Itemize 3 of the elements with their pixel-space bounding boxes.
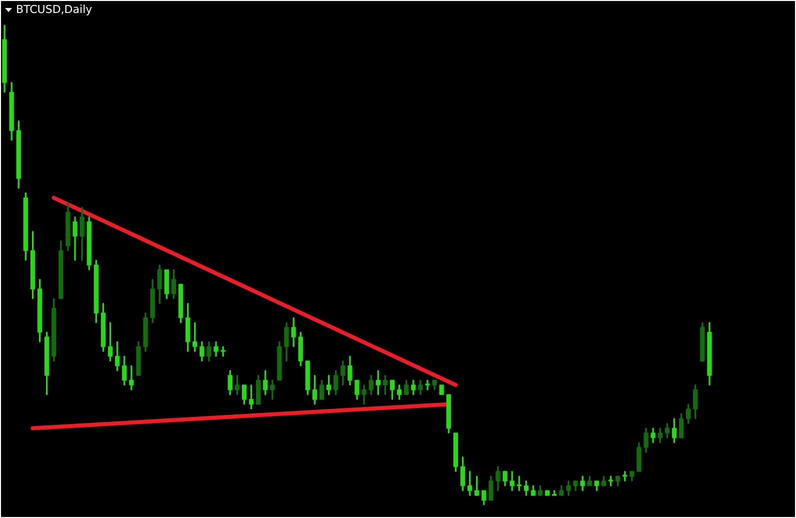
candlestick	[425, 380, 430, 390]
candlestick	[220, 346, 226, 357]
chart-title: BTCUSD,Daily	[16, 3, 92, 16]
